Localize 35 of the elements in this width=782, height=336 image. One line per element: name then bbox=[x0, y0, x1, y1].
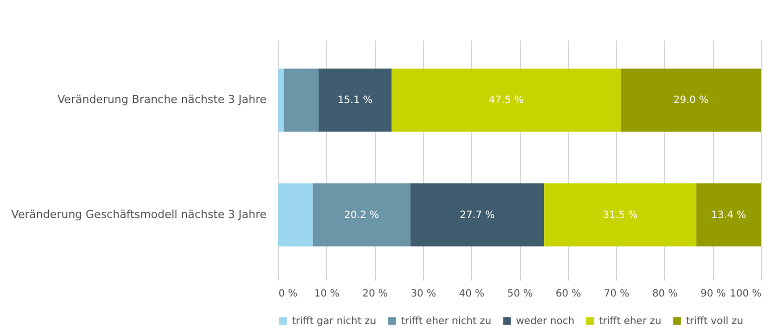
data-label: 29.0 % bbox=[673, 95, 708, 106]
data-label: 20.2 % bbox=[344, 210, 380, 221]
x-tick-label: 30 % bbox=[410, 288, 436, 300]
data-label: 47.5 % bbox=[488, 95, 524, 106]
y-tick-label: Veränderung Branche nächste 3 Jahre bbox=[58, 93, 267, 106]
legend-label: trifft gar nicht zu bbox=[292, 316, 376, 327]
bar bbox=[696, 183, 761, 246]
bar bbox=[278, 68, 284, 132]
x-tick-label: 0 % bbox=[278, 288, 298, 300]
x-tick-label: 10 % bbox=[314, 288, 340, 300]
x-tick-label: 40 % bbox=[458, 288, 484, 300]
x-tick-label: 80 % bbox=[652, 288, 678, 300]
x-tick-label: 70 % bbox=[604, 288, 630, 300]
x-tick-label: 90 % bbox=[700, 288, 726, 300]
bar bbox=[544, 183, 696, 246]
bar bbox=[318, 68, 392, 132]
x-tick-label: 60 % bbox=[556, 288, 582, 300]
legend-label: trifft eher nicht zu bbox=[401, 316, 492, 327]
bar bbox=[620, 68, 761, 132]
bar bbox=[284, 68, 319, 132]
y-tick-label: Veränderung Geschäftsmodell nächste 3 Jahre bbox=[11, 208, 267, 221]
bar bbox=[278, 183, 313, 246]
bar bbox=[410, 183, 544, 246]
data-label: 15.1 % bbox=[338, 95, 373, 106]
data-label: 27.7 % bbox=[460, 210, 495, 221]
legend-label: trifft voll zu bbox=[686, 316, 744, 327]
data-label: 31.5 % bbox=[602, 210, 638, 221]
x-tick-label: 100 % bbox=[730, 288, 762, 300]
x-tick-label: 20 % bbox=[362, 288, 388, 300]
legend-label: trifft eher zu bbox=[599, 316, 662, 327]
x-tick-label: 50 % bbox=[507, 288, 533, 300]
legend-label: weder noch bbox=[516, 316, 574, 327]
bar bbox=[312, 183, 410, 246]
bar bbox=[392, 68, 621, 132]
data-label: 13.4 % bbox=[711, 210, 746, 221]
